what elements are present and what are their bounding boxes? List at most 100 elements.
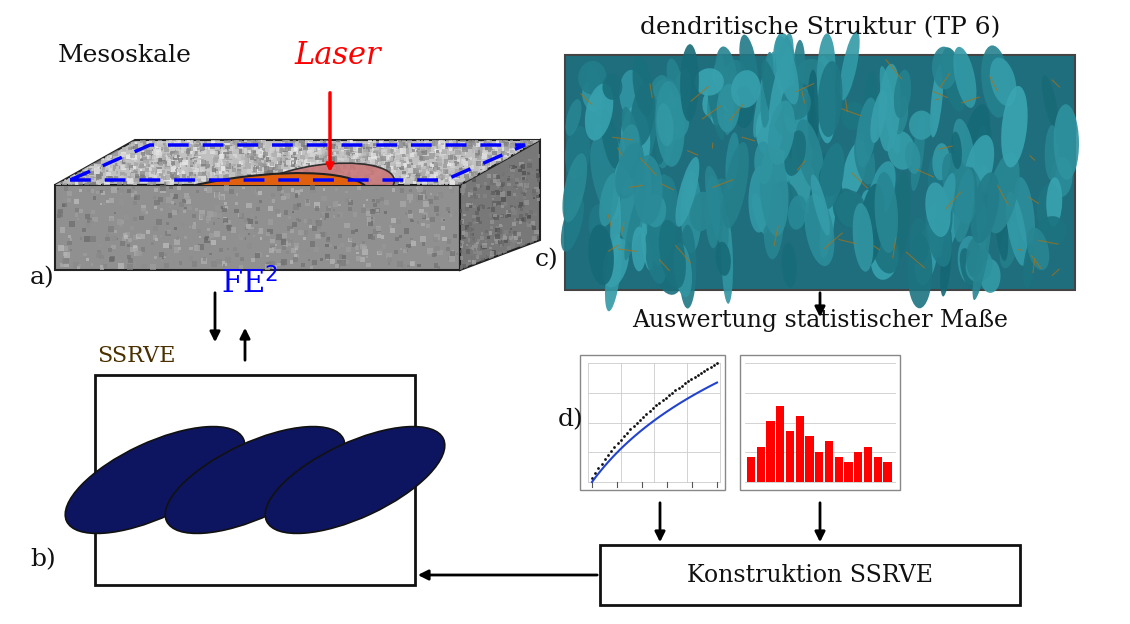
Bar — [325, 255, 330, 259]
Bar — [150, 181, 156, 187]
Ellipse shape — [782, 85, 810, 120]
Bar — [273, 150, 276, 153]
Bar — [184, 236, 188, 239]
Bar — [201, 144, 207, 149]
Bar — [384, 159, 386, 162]
Bar — [530, 141, 533, 145]
Bar — [134, 150, 137, 152]
Bar — [495, 228, 501, 232]
Bar — [360, 144, 365, 148]
Bar — [472, 215, 476, 220]
Bar — [279, 177, 284, 182]
Bar — [184, 207, 186, 209]
Bar — [63, 246, 68, 251]
Bar — [331, 147, 333, 149]
Bar — [400, 172, 402, 175]
Bar — [294, 173, 297, 177]
Bar — [510, 228, 512, 230]
Bar — [477, 241, 479, 244]
Bar — [320, 178, 325, 184]
Bar — [106, 170, 108, 172]
Bar — [191, 180, 193, 182]
Bar — [494, 215, 498, 220]
Bar — [407, 172, 409, 175]
Bar — [411, 240, 414, 242]
Bar — [325, 205, 331, 211]
Bar — [254, 147, 260, 152]
Bar — [85, 236, 90, 242]
Bar — [479, 255, 485, 260]
Bar — [203, 253, 207, 256]
Bar — [348, 207, 351, 211]
Bar — [495, 237, 498, 241]
Bar — [451, 173, 454, 175]
Text: Auswertung statistischer Maße: Auswertung statistischer Maße — [632, 308, 1008, 331]
Bar — [191, 172, 194, 175]
Bar — [172, 210, 177, 215]
Bar — [233, 159, 238, 164]
Bar — [176, 161, 179, 164]
Bar — [128, 173, 130, 176]
Bar — [434, 253, 436, 256]
Bar — [268, 161, 270, 163]
Bar — [420, 147, 424, 150]
Bar — [446, 140, 449, 142]
Bar — [98, 166, 101, 168]
Bar — [330, 163, 336, 169]
Bar — [358, 149, 362, 152]
Bar — [450, 180, 455, 186]
Bar — [503, 191, 505, 193]
Bar — [205, 168, 208, 172]
Bar — [472, 221, 476, 224]
Bar — [198, 153, 201, 156]
Bar — [405, 213, 407, 215]
Bar — [258, 144, 261, 148]
Bar — [394, 178, 399, 183]
Bar — [278, 161, 282, 165]
Bar — [320, 158, 323, 162]
Bar — [520, 165, 523, 168]
Bar — [82, 171, 87, 177]
Bar — [418, 173, 420, 176]
Bar — [210, 145, 215, 151]
Bar — [388, 166, 393, 172]
Bar — [165, 175, 171, 180]
Bar — [189, 160, 193, 165]
Bar — [221, 146, 227, 152]
Bar — [321, 165, 324, 168]
Bar — [238, 139, 242, 142]
Bar — [533, 225, 537, 228]
Bar — [336, 188, 338, 191]
Bar — [436, 150, 440, 153]
Ellipse shape — [819, 183, 836, 258]
Bar — [303, 163, 308, 169]
Bar — [212, 158, 218, 163]
Bar — [127, 179, 130, 182]
Bar — [140, 138, 145, 143]
Bar — [376, 209, 379, 212]
Ellipse shape — [871, 238, 898, 280]
Bar — [145, 144, 148, 148]
Bar — [276, 244, 277, 246]
Bar — [463, 159, 467, 162]
Bar — [134, 177, 138, 179]
Bar — [67, 198, 70, 202]
Bar — [290, 188, 294, 192]
Bar — [90, 181, 96, 187]
Bar — [438, 144, 443, 149]
Bar — [505, 215, 508, 218]
Bar — [153, 168, 157, 172]
Bar — [259, 158, 261, 161]
Bar — [182, 142, 186, 146]
Ellipse shape — [797, 59, 826, 85]
Bar — [485, 147, 489, 151]
Bar — [511, 165, 515, 170]
Ellipse shape — [764, 184, 784, 260]
Bar — [229, 180, 235, 187]
Bar — [464, 159, 470, 164]
Bar — [280, 180, 284, 183]
Bar — [348, 199, 351, 202]
Bar — [320, 164, 325, 170]
Bar — [390, 147, 395, 152]
Bar — [198, 147, 202, 151]
